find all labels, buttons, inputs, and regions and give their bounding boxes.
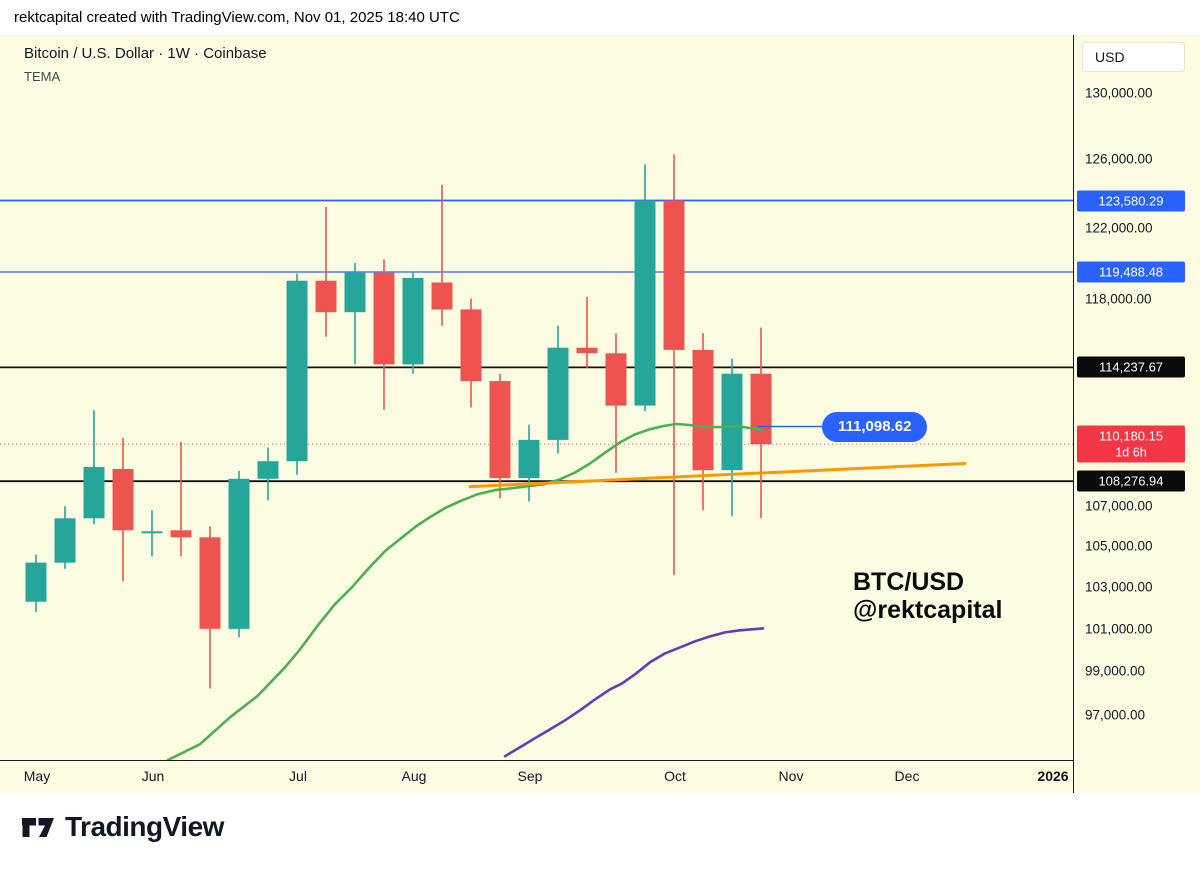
price-badge-blue: 123,580.29 (1077, 190, 1185, 211)
time-tick-label: Dec (894, 768, 920, 784)
price-tick-label: 107,000.00 (1085, 498, 1153, 514)
candle-body[interactable] (257, 461, 279, 479)
price-tick-label: 118,000.00 (1085, 291, 1152, 307)
candle-body[interactable] (170, 530, 192, 538)
tradingview-wordmark: TradingView (65, 811, 224, 842)
candle-body[interactable] (721, 373, 743, 471)
price-badge-value: 123,580.29 (1098, 193, 1164, 208)
price-tick-label: 126,000.00 (1085, 151, 1153, 167)
candle-body[interactable] (315, 280, 337, 313)
candle-body[interactable] (518, 439, 540, 479)
symbol-title[interactable]: Bitcoin / U.S. Dollar · 1W · Coinbase (24, 45, 267, 62)
price-tick-label: 103,000.00 (1085, 579, 1153, 595)
candle-body[interactable] (460, 309, 482, 382)
price-badge-value: 110,180.15 (1098, 428, 1164, 444)
candle-body[interactable] (489, 381, 511, 479)
watermark-symbol: BTC/USD (853, 568, 965, 596)
price-tick-label: 101,000.00 (1085, 621, 1153, 637)
time-axis[interactable]: May Jun Jul Aug Sep Oct Nov Dec 2026 (0, 760, 1073, 793)
price-tick-label: 105,000.00 (1085, 538, 1153, 554)
candle-body[interactable] (112, 469, 134, 531)
chart-region: Bitcoin / U.S. Dollar · 1W · Coinbase TE… (0, 35, 1200, 793)
price-badge-black: 114,237.67 (1077, 356, 1185, 378)
candle-body[interactable] (634, 200, 656, 406)
candlestick-plot (0, 154, 1073, 760)
watermark: BTC/USD @rektcapital (853, 568, 1002, 624)
orange-trendline[interactable] (468, 462, 967, 489)
price-axis[interactable]: USD 130,000.00 126,000.00 122,000.00 118,00… (1073, 35, 1200, 793)
time-tick-label: Nov (778, 768, 804, 784)
time-tick-label: Oct (664, 768, 686, 784)
price-badge-blue: 119,488.48 (1077, 261, 1185, 283)
candle-body[interactable] (692, 350, 714, 471)
tradingview-logo[interactable]: TradingView (20, 809, 224, 845)
tradingview-mark-icon (22, 818, 54, 837)
time-tick-label: Sep (517, 768, 543, 784)
bar-countdown: 1d 6h (1115, 445, 1147, 460)
price-badge-red: 110,180.15 1d 6h (1077, 425, 1185, 463)
candle-body[interactable] (199, 537, 221, 629)
price-tick-label: 97,000.00 (1085, 707, 1146, 723)
candle-body[interactable] (141, 531, 163, 534)
price-tick-label: 99,000.00 (1085, 663, 1146, 679)
indicator-label-tema[interactable]: TEMA (24, 69, 61, 84)
candle-body[interactable] (286, 280, 308, 462)
time-tick-label: Jul (289, 768, 307, 784)
candle-body[interactable] (344, 272, 366, 313)
time-tick-label: May (23, 768, 51, 784)
candle-body[interactable] (750, 373, 772, 445)
candle-body[interactable] (25, 562, 47, 602)
candle-body[interactable] (605, 353, 627, 406)
candle-body[interactable] (83, 467, 105, 519)
green-ma-line (166, 422, 765, 760)
attribution-bar: rektcapital created with TradingView.com… (0, 0, 1200, 35)
candle-body[interactable] (54, 518, 76, 563)
watermark-handle: @rektcapital (853, 596, 1003, 624)
price-badge-value: 119,488.48 (1098, 264, 1164, 280)
time-tick-label: Jun (141, 768, 165, 784)
footer: TradingView (0, 793, 1200, 869)
candle-body[interactable] (547, 347, 569, 440)
price-badge-black: 108,276.94 (1077, 470, 1185, 492)
price-chart-pane[interactable]: Bitcoin / U.S. Dollar · 1W · Coinbase TE… (0, 35, 1073, 760)
currency-button[interactable]: USD (1082, 42, 1185, 72)
price-tick-label: 122,000.00 (1085, 220, 1153, 236)
price-tick-label: 130,000.00 (1085, 85, 1153, 101)
candle-body[interactable] (431, 282, 453, 310)
candle-body[interactable] (402, 278, 424, 365)
candle-body[interactable] (228, 478, 250, 629)
price-badge-value: 114,237.67 (1098, 359, 1164, 375)
time-tick-label: Aug (401, 768, 427, 784)
candle-body[interactable] (576, 347, 598, 354)
candle-body[interactable] (373, 272, 395, 365)
symbol-legend: Bitcoin / U.S. Dollar · 1W · Coinbase TE… (24, 45, 267, 84)
purple-ma-line (503, 627, 765, 758)
candle-body[interactable] (663, 200, 685, 350)
attribution-text: rektcapital created with TradingView.com… (14, 9, 460, 26)
time-tick-label: 2026 (1037, 768, 1069, 784)
price-label-callout[interactable]: 111,098.62 (822, 411, 928, 442)
price-badge-value: 108,276.94 (1098, 473, 1164, 489)
